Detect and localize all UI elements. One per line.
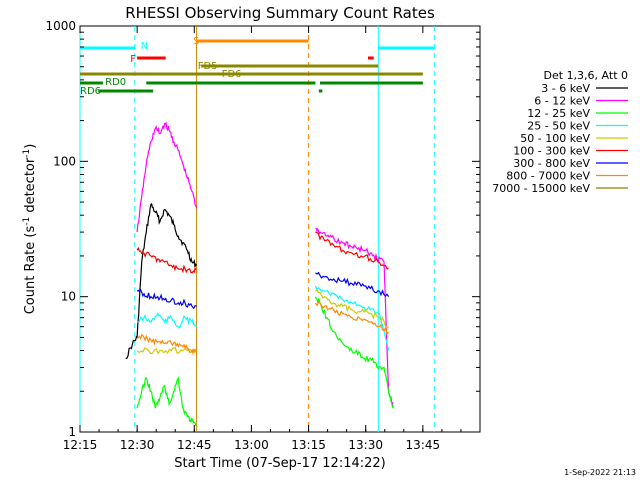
series-7-seg2 <box>314 301 390 335</box>
y-tick-label-0: 1 <box>68 425 76 439</box>
legend-label-6: 300 - 800 keV <box>513 157 590 170</box>
series-2-seg2 <box>314 296 394 409</box>
y-label-main: Count Rate (s <box>23 226 38 315</box>
series-4-seg2 <box>315 288 389 329</box>
y-label-sup1: -1 <box>22 217 32 226</box>
legend-label-4: 50 - 100 keV <box>520 132 590 145</box>
legend-label-7: 800 - 7000 keV <box>506 170 590 183</box>
legend-label-5: 100 - 300 keV <box>513 145 590 158</box>
x-tick-label-6: 13:45 <box>406 438 441 452</box>
flag-label-s: S <box>193 36 199 47</box>
x-axis: 12:15 12:30 12:45 13:00 13:15 13:30 13:45 <box>63 26 481 452</box>
y-tick-label-1: 10 <box>61 290 76 304</box>
y-label-end: ) <box>23 144 38 149</box>
series-1-seg2 <box>315 227 394 409</box>
x-tick-label-4: 13:15 <box>291 438 326 452</box>
y-tick-label-3: 1000 <box>45 19 76 33</box>
flag-label-rd6: RD6 <box>80 86 101 97</box>
y-tick-label-2: 100 <box>53 154 76 168</box>
chart-title: RHESSI Observing Summary Count Rates <box>125 4 435 22</box>
series-5-seg1 <box>136 246 197 274</box>
legend-label-1: 6 - 12 keV <box>534 95 590 108</box>
legend-label-0: 3 - 6 keV <box>541 82 590 95</box>
plot-frame <box>79 25 481 433</box>
series-0-seg1 <box>125 202 198 359</box>
y-label-mid: detector <box>23 157 38 217</box>
series-7-seg1 <box>136 333 197 356</box>
series-5-seg2 <box>315 231 389 270</box>
y-label-sup2: -1 <box>22 149 32 158</box>
flag-label-f: F <box>130 54 136 65</box>
series-6-seg2 <box>315 271 390 298</box>
x-axis-label: Start Time (07-Sep-17 12:14:22) <box>174 456 385 471</box>
flag-label-fd5: FD5 <box>198 61 218 72</box>
series-3-seg1 <box>137 312 198 329</box>
series-3-seg2 <box>314 285 390 351</box>
vertical-markers <box>79 26 435 432</box>
flag-label-rd0: RD0 <box>105 77 126 88</box>
y-axis: 1 10 100 1000 <box>45 19 480 439</box>
legend-label-8: 7000 - 15000 keV <box>492 182 590 195</box>
series-2-seg1 <box>136 375 198 427</box>
series-group <box>125 121 394 427</box>
legend-label-3: 25 - 50 keV <box>527 120 590 133</box>
flag-label-fd6: FD6 <box>222 69 242 80</box>
legend-label-2: 12 - 25 keV <box>527 107 590 120</box>
x-tick-label-2: 12:45 <box>177 438 212 452</box>
x-tick-label-1: 12:30 <box>120 438 155 452</box>
flag-label-n: N <box>141 41 148 52</box>
x-tick-label-5: 13:30 <box>348 438 383 452</box>
y-axis-label: Count Rate (s-1 detector-1) <box>22 144 38 315</box>
x-tick-label-3: 13:00 <box>234 438 269 452</box>
series-1-seg1 <box>136 121 198 233</box>
flag-bars: N S F FD5 FD6 RD0 RD6 <box>80 36 435 97</box>
legend-header: Det 1,3,6, Att 0 <box>544 69 628 82</box>
x-tick-label-0: 12:15 <box>63 438 98 452</box>
footer-date: 1-Sep-2022 21:13 <box>564 468 636 477</box>
series-6-seg1 <box>136 288 197 310</box>
